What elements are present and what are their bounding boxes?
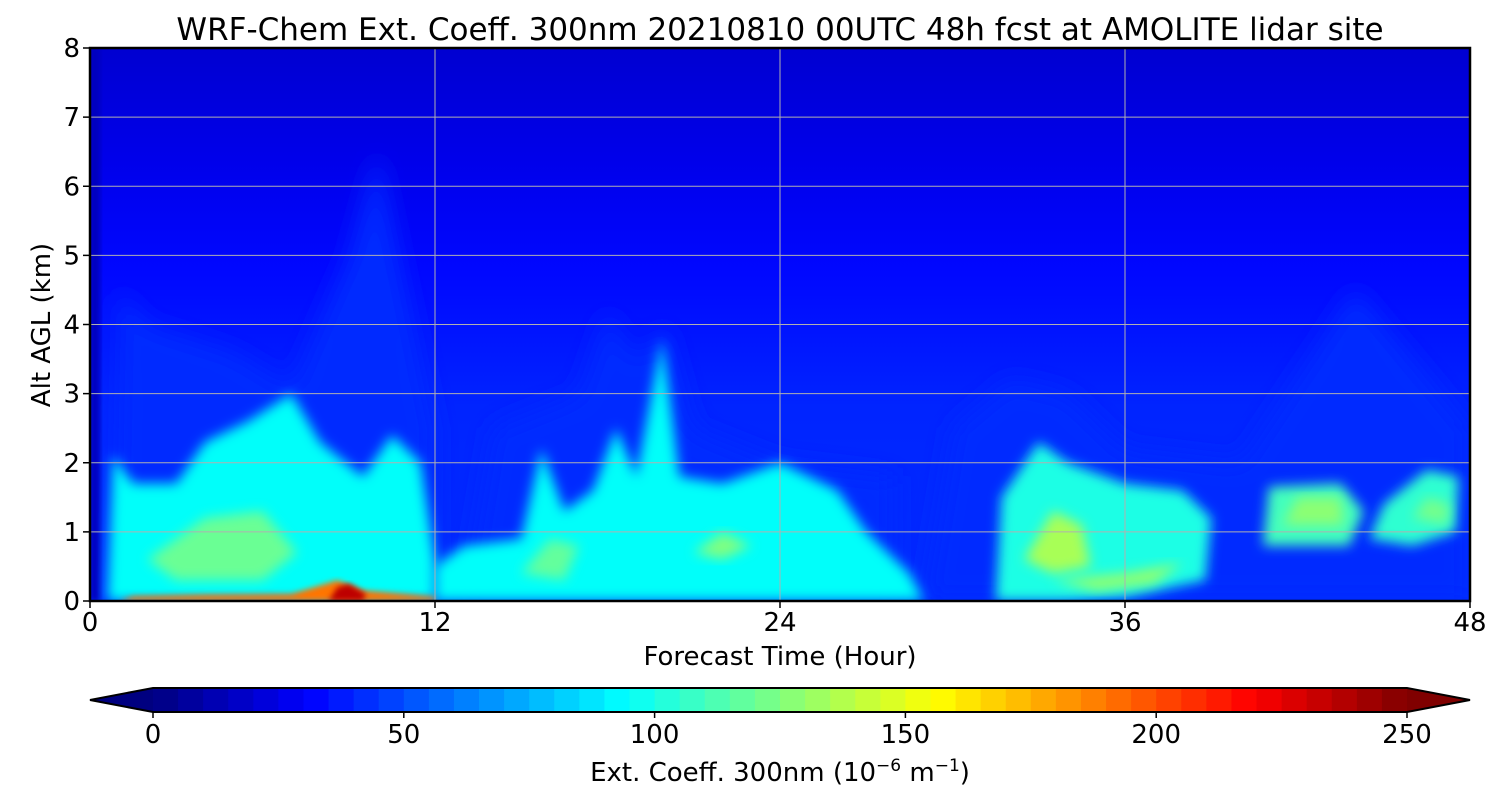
colorbar-segment <box>1356 688 1383 712</box>
colorbar-segment <box>930 688 957 712</box>
colorbar-segment <box>1030 688 1057 712</box>
colorbar-segment <box>228 688 254 712</box>
colorbar-label-close: ) <box>960 758 970 788</box>
y-axis: 0 1 2 3 4 5 6 7 8 <box>63 34 90 617</box>
y-tick-label: 7 <box>63 103 80 133</box>
heatmap-cell <box>1369 469 1459 546</box>
colorbar-segment <box>1005 688 1032 712</box>
heatmap-cell <box>693 531 752 560</box>
colorbar-segment <box>604 688 631 712</box>
colorbar-segment <box>203 688 229 712</box>
colorbar-segment <box>1256 688 1283 712</box>
colorbar-tick-label: 100 <box>630 720 680 750</box>
colorbar-extend-max <box>1407 688 1470 712</box>
heatmap-cell <box>1053 563 1183 591</box>
heatmap-cell <box>1283 497 1344 525</box>
colorbar-segment <box>830 688 856 712</box>
colorbar-segment <box>905 688 932 712</box>
heatmap-cell <box>1024 511 1091 574</box>
x-tick-label: 24 <box>763 608 796 638</box>
colorbar-label-exponent-2: −1 <box>935 756 960 776</box>
colorbar-segment <box>1381 688 1408 712</box>
colorbar-segment <box>1231 688 1258 712</box>
heatmap-cell <box>1412 497 1450 525</box>
colorbar-tick-label: 150 <box>881 720 931 750</box>
colorbar-segment <box>1206 688 1233 712</box>
colorbar-segment <box>378 688 405 712</box>
y-tick-label: 2 <box>63 449 80 479</box>
colorbar-segment <box>1131 688 1157 712</box>
colorbar-label-unit: m <box>901 758 935 788</box>
colorbar-segment <box>880 688 906 712</box>
colorbar-segment <box>453 688 480 712</box>
colorbar-segment <box>805 688 831 712</box>
colorbar-segment <box>780 688 806 712</box>
x-axis: 0 12 24 36 48 <box>82 601 1487 638</box>
colorbar-segment <box>980 688 1007 712</box>
colorbar-segment <box>1080 688 1107 712</box>
colorbar-segment <box>428 688 455 712</box>
y-tick-label: 4 <box>63 311 80 341</box>
colorbar-label-exponent-1: −6 <box>876 756 901 776</box>
x-tick-label: 48 <box>1453 608 1486 638</box>
colorbar-segment <box>403 688 430 712</box>
heatmap-cell <box>328 583 366 601</box>
colorbar-tick-label: 50 <box>387 720 420 750</box>
colorbar-segment <box>855 688 881 712</box>
y-tick-label: 6 <box>63 172 80 202</box>
y-tick-label: 3 <box>63 380 80 410</box>
colorbar-segment <box>704 688 731 712</box>
colorbar-extend-min <box>90 688 153 712</box>
x-axis-label: Forecast Time (Hour) <box>643 642 916 672</box>
heatmap-cell <box>521 538 579 581</box>
colorbar-segment <box>328 688 355 712</box>
colorbar-tick-label: 200 <box>1131 720 1181 750</box>
colorbar-segment <box>1181 688 1207 712</box>
y-tick-label: 1 <box>63 518 80 548</box>
heatmap-cell <box>147 511 297 581</box>
colorbar-segment <box>353 688 380 712</box>
colorbar-segment <box>1106 688 1132 712</box>
chart-title: WRF-Chem Ext. Coeff. 300nm 20210810 00UT… <box>176 12 1383 48</box>
colorbar-segment <box>529 688 555 712</box>
colorbar-segment <box>579 688 606 712</box>
colorbar-segment <box>955 688 982 712</box>
colorbar-segment <box>554 688 580 712</box>
colorbar-tick-label: 0 <box>145 720 162 750</box>
colorbar-segment <box>303 688 330 712</box>
colorbar-segment <box>253 688 279 712</box>
colorbar-segment <box>153 688 179 712</box>
y-tick-label: 5 <box>63 241 80 271</box>
y-tick-label: 0 <box>63 587 80 617</box>
y-axis-label: Alt AGL (km) <box>27 243 57 407</box>
colorbar-ticks: 0 50 100 150 200 250 <box>145 712 1432 750</box>
colorbar-segment <box>729 688 756 712</box>
colorbar-segment <box>629 688 656 712</box>
colorbar-segment <box>754 688 781 712</box>
colorbar-label-main: Ext. Coeff. 300nm (10 <box>590 758 876 788</box>
heatmap-cell <box>435 338 924 601</box>
x-tick-label: 36 <box>1108 608 1141 638</box>
colorbar <box>89 687 1471 713</box>
colorbar-segment <box>178 688 204 712</box>
colorbar-segment <box>654 688 681 712</box>
y-tick-label: 8 <box>63 34 80 64</box>
colorbar-segment <box>1306 688 1333 712</box>
colorbar-segment <box>679 688 706 712</box>
x-tick-label: 12 <box>418 608 451 638</box>
x-tick-label: 0 <box>82 608 99 638</box>
colorbar-label: Ext. Coeff. 300nm (10−6 m−1) <box>590 756 970 788</box>
colorbar-segment <box>504 688 530 712</box>
colorbar-segment <box>1281 688 1308 712</box>
colorbar-segment <box>278 688 305 712</box>
colorbar-segment <box>1055 688 1082 712</box>
colorbar-segment <box>479 688 505 712</box>
colorbar-tick-label: 250 <box>1382 720 1432 750</box>
colorbar-segment <box>1331 688 1358 712</box>
colorbar-segment <box>1156 688 1182 712</box>
